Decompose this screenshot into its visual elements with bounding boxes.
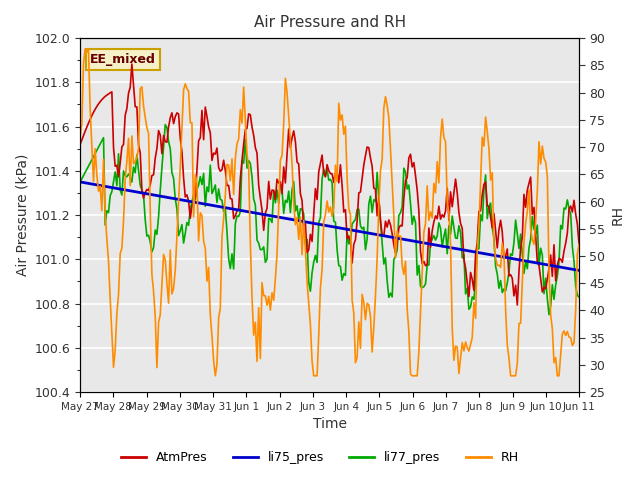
- X-axis label: Time: Time: [312, 418, 347, 432]
- Legend: AtmPres, li75_pres, li77_pres, RH: AtmPres, li75_pres, li77_pres, RH: [116, 446, 524, 469]
- Title: Air Pressure and RH: Air Pressure and RH: [253, 15, 406, 30]
- Text: EE_mixed: EE_mixed: [90, 53, 156, 66]
- Y-axis label: RH: RH: [611, 205, 625, 225]
- Y-axis label: Air Pressure (kPa): Air Pressure (kPa): [15, 154, 29, 276]
